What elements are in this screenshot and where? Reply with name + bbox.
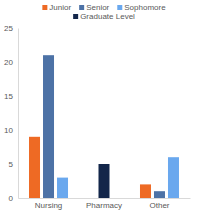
bar xyxy=(154,191,165,198)
bar xyxy=(99,164,110,198)
x-tick: Nursing xyxy=(35,198,63,210)
x-tick-label: Other xyxy=(149,201,169,210)
bar xyxy=(57,178,68,198)
y-axis: 0 5 10 15 20 25 xyxy=(4,24,18,203)
y-tick-label: 10 xyxy=(4,126,13,135)
legend-swatch xyxy=(73,14,78,19)
chart: 0 5 10 15 20 25 Nursing Pharmacy Other Junior Seni… xyxy=(0,0,208,212)
y-tick-label: 0 xyxy=(9,194,14,203)
y-tick: 15 xyxy=(4,92,18,101)
legend-label: Graduate Level xyxy=(80,12,135,21)
legend: Junior Senior SophomoreGraduate Level xyxy=(42,3,166,21)
bar xyxy=(168,157,179,198)
x-axis-line xyxy=(19,198,191,199)
y-tick-label: 15 xyxy=(4,92,13,101)
legend-label: Sophomore xyxy=(124,3,166,12)
y-tick: 20 xyxy=(4,58,18,67)
x-tick-label: Pharmacy xyxy=(86,201,122,210)
legend-swatch xyxy=(117,5,122,10)
legend-item: Senior xyxy=(79,3,109,12)
y-tick: 5 xyxy=(9,160,18,169)
bar xyxy=(140,184,151,198)
x-tick: Pharmacy xyxy=(86,198,122,210)
plot: 0 5 10 15 20 25 Nursing Pharmacy Other xyxy=(4,24,190,210)
legend-label: Senior xyxy=(86,3,109,12)
y-tick: 0 xyxy=(9,194,18,203)
legend-swatch xyxy=(79,5,84,10)
bar xyxy=(29,137,40,198)
x-tick: Other xyxy=(149,198,169,210)
bars xyxy=(29,55,179,198)
legend-swatch xyxy=(42,5,47,10)
legend-label: Junior xyxy=(49,3,71,12)
x-tick-label: Nursing xyxy=(35,201,63,210)
y-tick: 25 xyxy=(4,24,18,33)
bar xyxy=(43,55,54,198)
y-axis-line xyxy=(18,29,19,199)
y-tick-label: 25 xyxy=(4,24,13,33)
legend-item: Graduate Level xyxy=(73,12,135,21)
legend-item: Junior xyxy=(42,3,71,12)
y-tick: 10 xyxy=(4,126,18,135)
x-axis: Nursing Pharmacy Other xyxy=(19,198,191,210)
y-tick-label: 5 xyxy=(9,160,14,169)
y-tick-label: 20 xyxy=(4,58,13,67)
legend-item: Sophomore xyxy=(117,3,166,12)
